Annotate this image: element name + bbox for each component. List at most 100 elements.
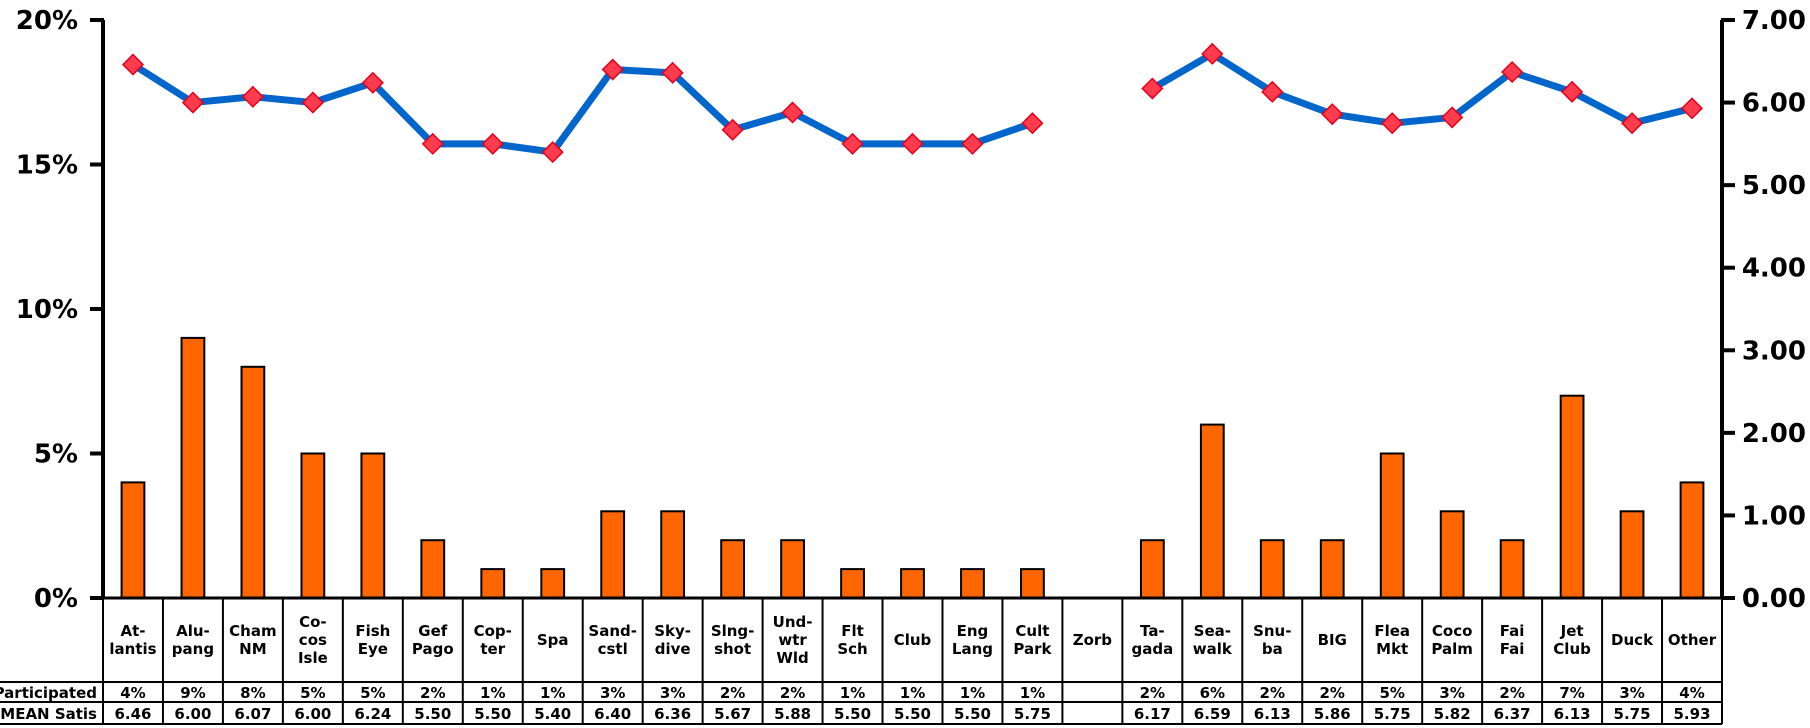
left-tick-label: 0% <box>34 584 78 614</box>
bar <box>1679 481 1705 599</box>
bar <box>360 452 386 599</box>
participated-value: 1% <box>480 684 505 702</box>
category-label: wtr <box>778 631 807 649</box>
participated-value: 2% <box>1260 684 1285 702</box>
category-label: Gef <box>418 622 447 640</box>
mean-satis-value: 5.50 <box>894 705 931 723</box>
category-label: Eye <box>358 640 388 658</box>
left-tick-label: 5% <box>34 440 78 470</box>
mean-satis-value: 5.40 <box>534 705 571 723</box>
data-point <box>121 53 145 76</box>
bar <box>120 481 146 599</box>
left-tick-label: 15% <box>16 151 78 181</box>
data-point <box>421 132 444 155</box>
category-label: Club <box>894 631 932 649</box>
category-label: Coco <box>1432 622 1473 640</box>
data-point <box>1141 77 1164 100</box>
participated-value: 2% <box>1499 684 1524 702</box>
category-label: cos <box>299 631 327 649</box>
data-point <box>361 71 384 94</box>
data-point <box>1501 60 1524 84</box>
series-line <box>1150 50 1693 127</box>
bar <box>1259 539 1285 600</box>
category-label: walk <box>1193 640 1233 658</box>
category-label: Fish <box>355 622 390 640</box>
row-header: Participated <box>0 684 97 702</box>
bar <box>1499 539 1525 600</box>
bar <box>1199 423 1225 599</box>
participated-value: 2% <box>720 684 745 702</box>
bar <box>1319 539 1345 600</box>
data-point <box>481 132 504 155</box>
category-label: Park <box>1013 640 1052 658</box>
category-label: Lang <box>952 640 993 658</box>
left-tick-label: 10% <box>16 295 78 325</box>
mean-satis-value: 6.17 <box>1134 705 1171 723</box>
data-point <box>721 118 744 141</box>
data-point <box>1561 80 1584 103</box>
mean-satis-value: 6.07 <box>234 705 271 723</box>
category-label: Cham <box>229 622 276 640</box>
category-label: Fai <box>1500 622 1525 640</box>
category-label: pang <box>172 640 214 658</box>
data-point <box>181 91 205 114</box>
mean-satis-value: 5.50 <box>414 705 451 723</box>
mean-satis-value: 5.88 <box>774 705 811 723</box>
category-label: Ta- <box>1140 622 1165 640</box>
data-point <box>601 58 624 81</box>
bar <box>1619 510 1645 599</box>
category-label: cstl <box>598 640 628 658</box>
bar <box>1020 568 1045 599</box>
row-header: MEAN Satis <box>0 705 97 723</box>
mean-satis-value: 5.50 <box>474 705 511 723</box>
category-label: Isle <box>298 649 328 667</box>
participated-value: 9% <box>180 684 205 702</box>
data-point <box>1441 106 1464 129</box>
participated-value: 1% <box>840 684 865 702</box>
category-label: Cult <box>1015 622 1049 640</box>
data-point <box>961 132 984 155</box>
category-label: gada <box>1131 640 1173 658</box>
participated-value: 2% <box>1140 684 1165 702</box>
bar <box>720 539 746 600</box>
category-label: Other <box>1668 631 1717 649</box>
participated-value: 6% <box>1200 684 1225 702</box>
data-point <box>1381 112 1404 135</box>
right-tick-label: 5.00 <box>1742 171 1806 201</box>
data-point <box>781 101 804 124</box>
data-point <box>1620 112 1644 135</box>
data-point <box>661 61 684 84</box>
bar <box>300 452 326 599</box>
category-label: Wld <box>776 649 808 667</box>
bar <box>1139 539 1165 600</box>
right-tick-label: 2.00 <box>1742 419 1806 449</box>
category-label: Fai <box>1500 640 1525 658</box>
category-label: At- <box>120 622 145 640</box>
participated-value: 3% <box>600 684 625 702</box>
participated-value: 1% <box>960 684 985 702</box>
participated-value: 1% <box>540 684 565 702</box>
bar <box>1559 394 1585 600</box>
data-point <box>901 132 924 155</box>
right-tick-label: 3.00 <box>1742 336 1806 366</box>
category-label: Co- <box>299 613 327 631</box>
bar <box>660 510 686 599</box>
category-label: Club <box>1553 640 1591 658</box>
participated-value: 5% <box>300 684 325 702</box>
right-tick-label: 4.00 <box>1742 254 1806 284</box>
data-point <box>1201 42 1224 65</box>
right-tick-label: 0.00 <box>1742 584 1806 614</box>
bar <box>840 568 865 599</box>
data-point <box>1021 112 1044 135</box>
mean-satis-value: 6.00 <box>174 705 211 723</box>
participated-value: 3% <box>1439 684 1464 702</box>
category-label: Mkt <box>1376 640 1408 658</box>
participated-value: 8% <box>240 684 265 702</box>
data-point <box>1321 103 1344 126</box>
participated-value: 2% <box>1320 684 1345 702</box>
category-label: Duck <box>1611 631 1654 649</box>
bar <box>180 336 206 599</box>
participated-value: 5% <box>1379 684 1404 702</box>
mean-satis-value: 6.13 <box>1254 705 1291 723</box>
